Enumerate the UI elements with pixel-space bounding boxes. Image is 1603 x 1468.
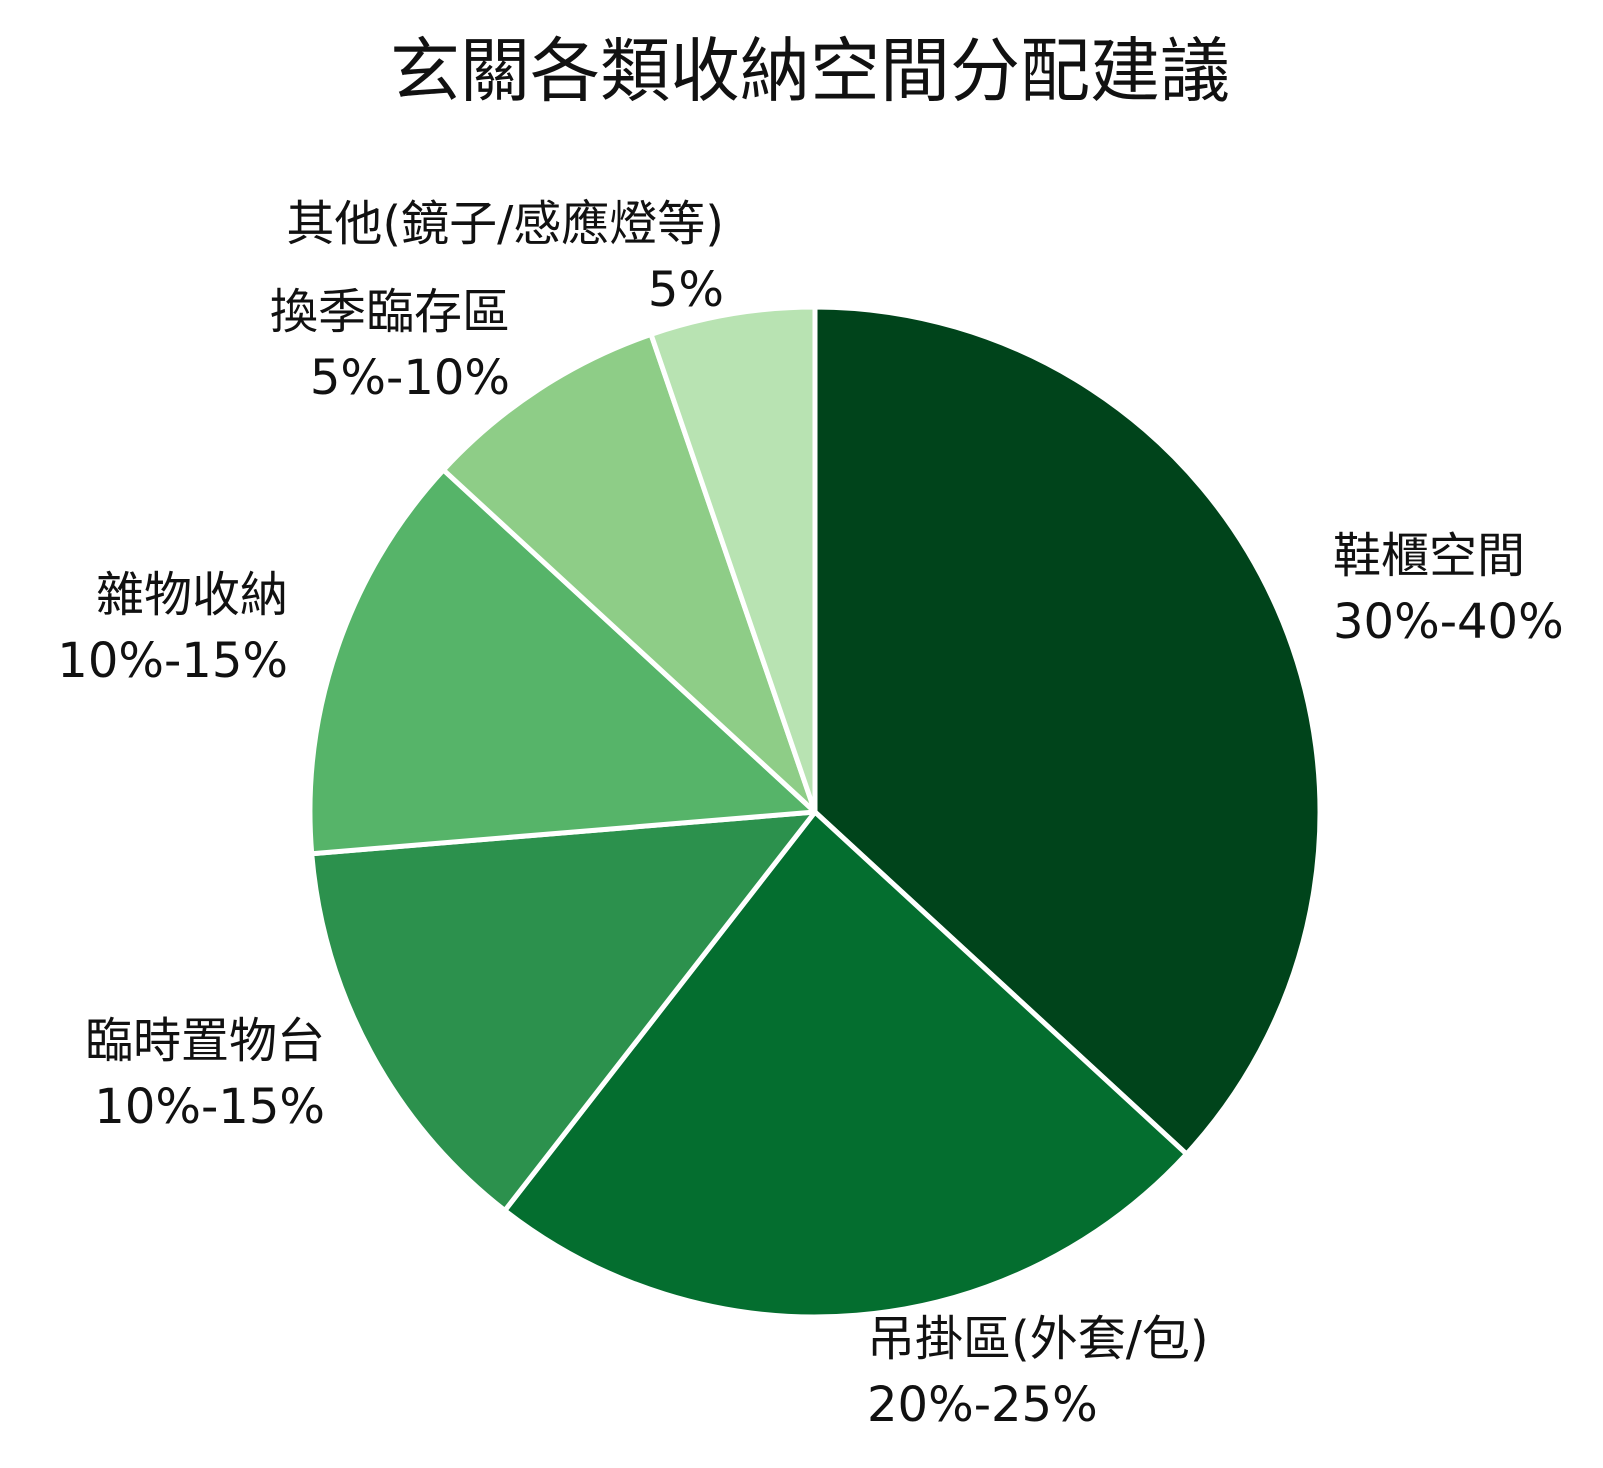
slice-value-1: 30%-40%: [1333, 594, 1564, 650]
pie-slices: [307, 304, 1323, 1320]
pie-slice-5: [440, 331, 818, 815]
pie-labels: 鞋櫃空間 30%-40% 吊掛區(外套/包) 20%-25% 臨時置物台 10%-15% 雜…: [57, 196, 1563, 1433]
slice-value-2: 20%-25%: [867, 1377, 1098, 1433]
slice-value-4: 10%-15%: [57, 633, 288, 689]
slice-label-5: 換季臨存區: [270, 284, 510, 340]
slice-value-5: 5%-10%: [310, 350, 510, 406]
slice-value-3: 10%-15%: [94, 1079, 325, 1135]
slice-value-6: 5%: [648, 262, 724, 318]
slice-label-6: 其他(鏡子/感應燈等): [286, 196, 724, 252]
pie-slice-2: [502, 809, 1190, 1320]
slice-label-1: 鞋櫃空間: [1333, 528, 1525, 584]
slice-label-4: 雜物收納: [96, 567, 288, 623]
slice-label-2: 吊掛區(外套/包): [867, 1311, 1209, 1367]
pie-slice-1: [812, 304, 1323, 1157]
pie-slice-6: [648, 304, 818, 815]
pie-slice-3: [309, 809, 818, 1214]
slice-label-3: 臨時置物台: [85, 1013, 325, 1069]
chart-title: 玄關各類收納空間分配建議: [390, 30, 1230, 112]
pie-slice-4: [307, 467, 818, 857]
